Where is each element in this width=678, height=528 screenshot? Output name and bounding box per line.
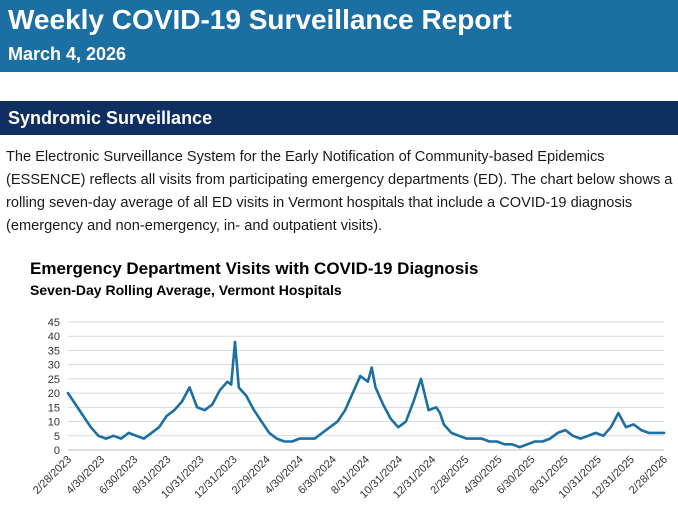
section-title: Syndromic Surveillance bbox=[8, 108, 213, 128]
y-tick-label: 20 bbox=[48, 388, 60, 400]
y-tick-label: 15 bbox=[48, 402, 60, 414]
y-tick-label: 35 bbox=[48, 345, 60, 357]
section-body-text: The Electronic Surveillance System for t… bbox=[6, 149, 673, 234]
y-tick-label: 45 bbox=[48, 317, 60, 329]
y-tick-label: 40 bbox=[48, 331, 60, 343]
report-date: March 4, 2026 bbox=[8, 44, 127, 64]
chart-title: Emergency Department Visits with COVID-1… bbox=[30, 259, 479, 278]
report-header: Weekly COVID-19 Surveillance Report Marc… bbox=[0, 0, 678, 72]
y-axis-ticks: 0 5 10 15 20 25 30 35 40 45 bbox=[48, 317, 60, 457]
chart-gridlines bbox=[68, 321, 664, 451]
x-axis-ticks: 2/28/20234/30/20236/30/20238/31/202310/3… bbox=[31, 454, 670, 501]
section-header: Syndromic Surveillance bbox=[0, 101, 678, 135]
report-title: Weekly COVID-19 Surveillance Report bbox=[8, 4, 512, 35]
y-tick-label: 10 bbox=[48, 417, 60, 429]
line-chart: 0 5 10 15 20 25 30 35 40 45 2/28/20234/30/20236/3… bbox=[31, 317, 670, 501]
series-line bbox=[66, 340, 666, 449]
y-tick-label: 0 bbox=[54, 445, 60, 457]
chart-subtitle: Seven-Day Rolling Average, Vermont Hospi… bbox=[30, 282, 342, 298]
chart-series bbox=[66, 340, 666, 449]
y-tick-label: 25 bbox=[48, 374, 60, 386]
y-tick-label: 30 bbox=[48, 360, 60, 372]
y-tick-label: 5 bbox=[54, 431, 60, 443]
